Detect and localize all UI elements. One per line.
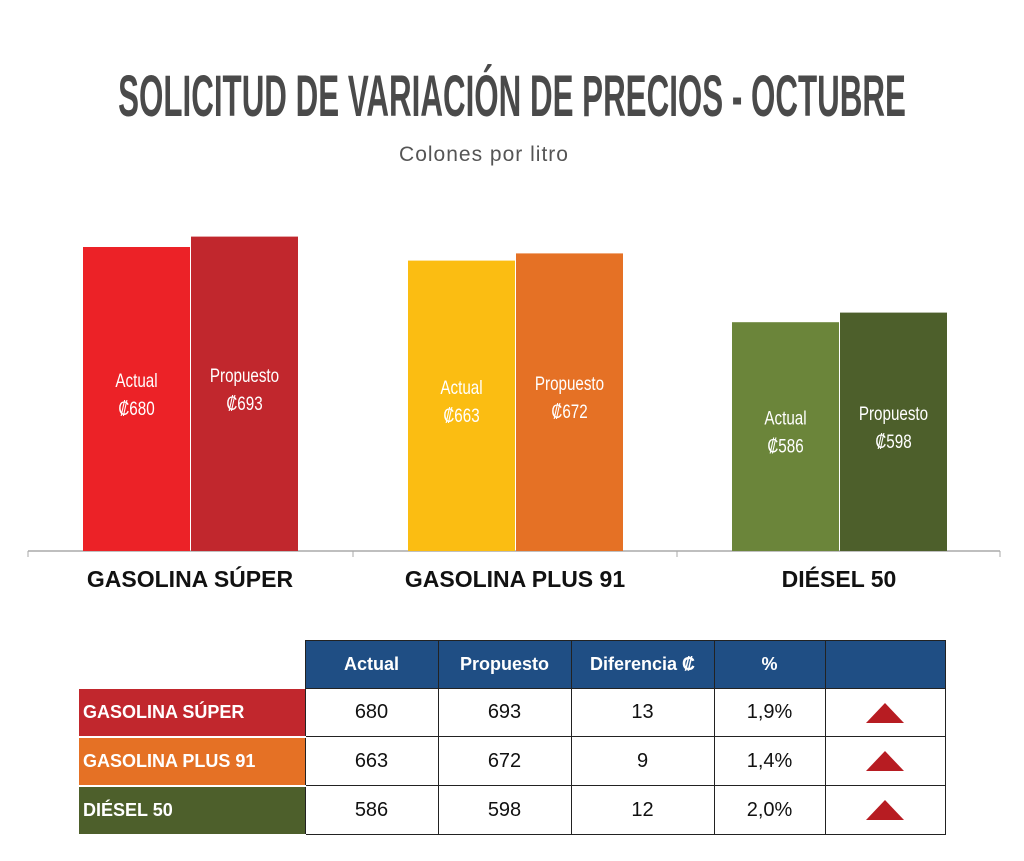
bar-propuesto xyxy=(516,253,623,551)
bar-series-label: Actual xyxy=(115,369,157,391)
cell-trend xyxy=(824,688,946,737)
cell-diferencia: 13 xyxy=(570,688,715,737)
bar-value-label: ₡672 xyxy=(551,401,587,423)
category-label: GASOLINA PLUS 91 xyxy=(404,566,626,592)
bar-chart: Actual ₡680 Propuesto ₡693 Actual ₡663 Propues… xyxy=(27,236,1001,557)
cell-percent: 1,4% xyxy=(713,736,826,786)
bar-series-label: Propuesto xyxy=(535,373,604,395)
cell-diferencia: 9 xyxy=(570,736,715,786)
cell-percent: 1,9% xyxy=(713,688,826,737)
up-triangle-icon xyxy=(866,800,904,820)
up-triangle-icon xyxy=(866,702,904,723)
bar-value-label: ₡598 xyxy=(875,430,911,452)
bar-value-label: ₡693 xyxy=(226,392,262,414)
category-label: GASOLINA SÚPER xyxy=(86,566,294,592)
price-table: Actual Propuesto Diferencia ₡ % GASOLINA… xyxy=(79,640,946,836)
header-trend xyxy=(824,640,946,689)
cell-propuesto: 598 xyxy=(437,785,572,835)
cell-diferencia: 12 xyxy=(570,785,715,835)
blank-header xyxy=(79,640,305,689)
cell-propuesto: 693 xyxy=(437,688,572,737)
bar-actual xyxy=(732,322,839,551)
bar-value-label: ₡680 xyxy=(118,397,154,419)
subtitle: Colones por litro xyxy=(399,143,569,166)
bar-value-label: ₡663 xyxy=(443,404,479,426)
bar-propuesto xyxy=(191,236,298,551)
bar-series-label: Actual xyxy=(764,407,806,429)
table-row: GASOLINA SÚPER 680 693 13 1,9% xyxy=(79,688,946,738)
cell-actual: 663 xyxy=(304,736,439,786)
bar-series-label: Actual xyxy=(440,376,482,398)
row-label: DIÉSEL 50 xyxy=(79,785,305,836)
bar-value-label: ₡586 xyxy=(767,435,803,457)
category-label: DIÉSEL 50 xyxy=(781,566,897,592)
table-row: GASOLINA PLUS 91 663 672 9 1,4% xyxy=(79,736,946,787)
row-label: GASOLINA PLUS 91 xyxy=(79,736,305,787)
bar-actual xyxy=(83,247,190,551)
cell-propuesto: 672 xyxy=(437,736,572,786)
table-header-row: Actual Propuesto Diferencia ₡ % xyxy=(79,640,946,689)
row-label: GASOLINA SÚPER xyxy=(79,688,305,738)
up-triangle-icon xyxy=(866,751,904,771)
bar-series-label: Propuesto xyxy=(210,364,279,386)
cell-trend xyxy=(824,736,946,786)
header-actual: Actual xyxy=(304,640,439,689)
header-propuesto: Propuesto xyxy=(437,640,572,689)
bar-propuesto xyxy=(840,312,947,551)
cell-percent: 2,0% xyxy=(713,785,826,835)
cell-trend xyxy=(824,785,946,835)
cell-actual: 586 xyxy=(304,785,439,835)
table-row: DIÉSEL 50 586 598 12 2,0% xyxy=(79,785,946,836)
bar-series-label: Propuesto xyxy=(859,402,928,424)
bar-actual xyxy=(408,260,515,551)
page-title: SOLICITUD DE VARIACIÓN DE PRECIOS - OCTU… xyxy=(118,64,906,129)
header-percent: % xyxy=(713,640,826,689)
header-diferencia: Diferencia ₡ xyxy=(570,640,715,689)
cell-actual: 680 xyxy=(304,688,439,737)
